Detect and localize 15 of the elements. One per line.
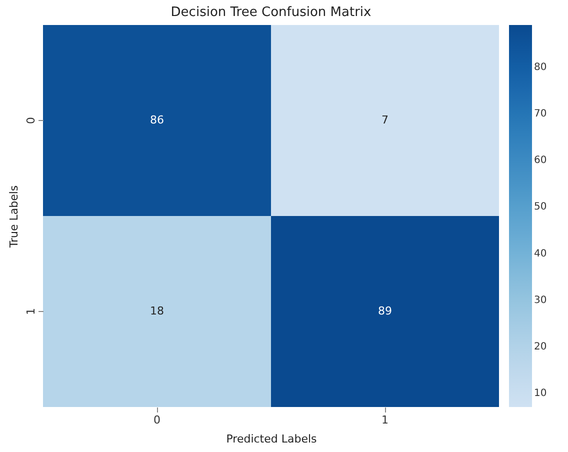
color-bar-label: 10: [534, 388, 547, 400]
color-bar-label: 20: [534, 341, 547, 352]
y-axis-title: True Labels: [8, 185, 20, 249]
data-label: 7: [382, 114, 388, 126]
color-bar-label: 50: [534, 202, 547, 213]
x-axis-title: Predicted Labels: [226, 432, 318, 446]
data-label: 18: [150, 304, 164, 318]
color-bar-label: 70: [534, 108, 547, 120]
color-bar-label: 30: [534, 294, 547, 306]
data-label: 89: [378, 304, 392, 318]
color-bar-label: 80: [534, 62, 547, 73]
color-bar-label: 40: [534, 248, 547, 260]
color-bar-label: 60: [534, 155, 547, 166]
data-label: 86: [150, 114, 164, 126]
chart-title: Decision Tree Confusion Matrix: [170, 5, 372, 20]
